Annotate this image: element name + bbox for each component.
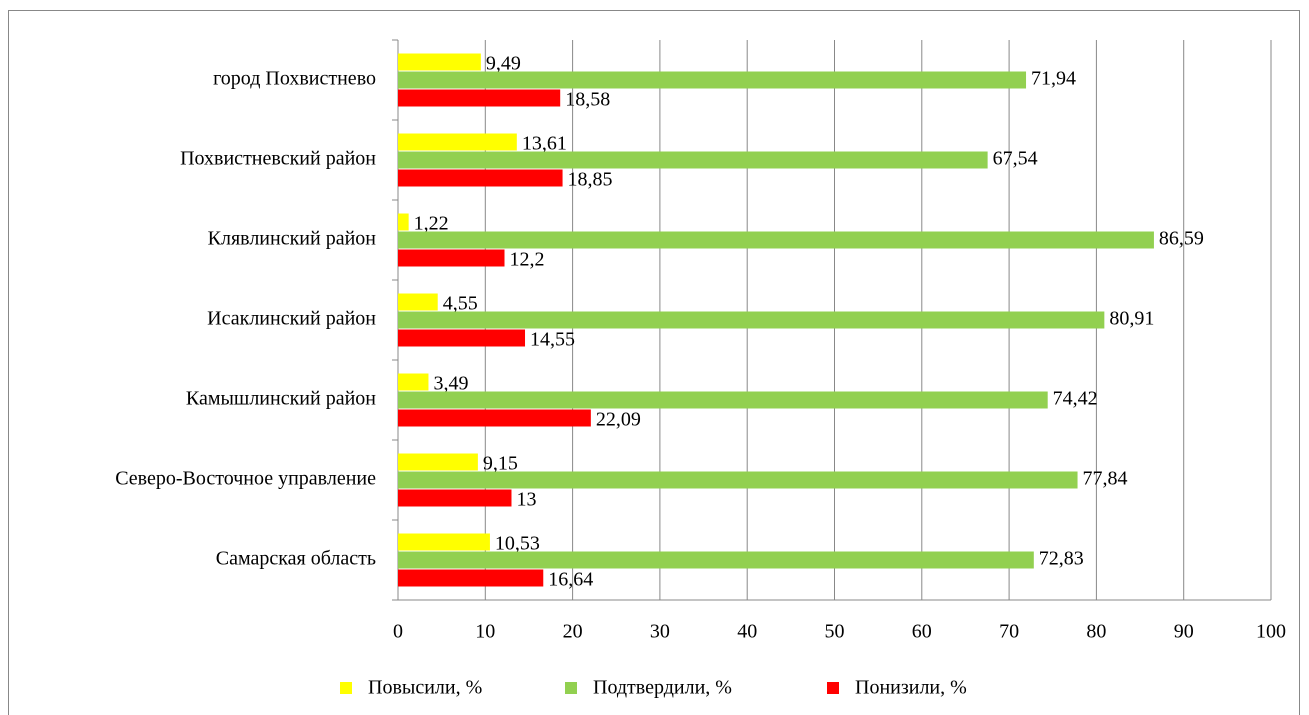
value-label: 71,94 — [1031, 68, 1076, 90]
bar — [398, 169, 563, 187]
value-label: 80,91 — [1109, 308, 1154, 330]
bar — [398, 329, 526, 347]
value-label: 18,85 — [568, 169, 613, 191]
x-tick-label: 80 — [1086, 621, 1106, 643]
value-label: 67,54 — [993, 148, 1038, 170]
y-tick-label: Клявлинский район — [208, 228, 377, 250]
value-label: 16,64 — [548, 569, 593, 591]
bar — [398, 471, 1078, 489]
bar — [398, 569, 544, 587]
x-tick-label: 20 — [563, 621, 583, 643]
x-tick-label: 50 — [825, 621, 845, 643]
y-tick-label: город Похвистнево — [213, 68, 376, 90]
y-tick-label: Самарская область — [216, 548, 376, 570]
legend-swatch — [565, 682, 577, 694]
bar — [398, 391, 1048, 409]
x-tick-label: 90 — [1174, 621, 1194, 643]
bar — [398, 311, 1105, 329]
bar — [398, 533, 490, 551]
bar — [398, 151, 988, 169]
value-label: 18,58 — [565, 89, 610, 111]
value-label: 72,83 — [1039, 548, 1084, 570]
bar — [398, 71, 1027, 89]
x-tick-label: 10 — [475, 621, 495, 643]
legend-swatch — [827, 682, 839, 694]
value-label: 14,55 — [530, 329, 575, 351]
bar — [398, 249, 505, 267]
x-tick-label: 60 — [912, 621, 932, 643]
value-label: 86,59 — [1159, 228, 1204, 250]
value-label: 13 — [516, 489, 536, 511]
bar — [398, 489, 512, 507]
bar — [398, 231, 1154, 249]
legend-swatch — [340, 682, 352, 694]
bar — [398, 373, 429, 391]
value-label: 10,53 — [495, 533, 540, 555]
bar — [398, 551, 1034, 569]
y-tick-label: Камышлинский район — [186, 388, 376, 410]
bar — [398, 409, 591, 427]
x-tick-label: 100 — [1256, 621, 1286, 643]
value-label: 13,61 — [522, 133, 567, 155]
chart-frame — [8, 10, 1300, 715]
value-label: 3,49 — [433, 373, 468, 395]
bar — [398, 453, 478, 471]
x-tick-label: 70 — [999, 621, 1019, 643]
x-tick-label: 40 — [737, 621, 757, 643]
value-label: 77,84 — [1083, 468, 1128, 490]
x-tick-label: 30 — [650, 621, 670, 643]
value-label: 9,49 — [486, 53, 521, 75]
bar — [398, 213, 409, 231]
y-tick-label: Похвистневский район — [180, 148, 376, 170]
y-tick-label: Северо-Восточное управление — [115, 468, 376, 490]
value-label: 1,22 — [414, 213, 449, 235]
value-label: 22,09 — [596, 409, 641, 431]
bar — [398, 53, 481, 71]
legend-label: Подтвердили, % — [593, 677, 732, 699]
value-label: 74,42 — [1053, 388, 1098, 410]
legend-label: Понизили, % — [855, 677, 967, 699]
bar — [398, 89, 561, 107]
legend-label: Повысили, % — [368, 677, 482, 699]
value-label: 12,2 — [510, 249, 545, 271]
x-tick-label: 0 — [393, 621, 403, 643]
value-label: 9,15 — [483, 453, 518, 475]
bar — [398, 293, 438, 311]
y-tick-label: Исаклинский район — [207, 308, 376, 330]
value-label: 4,55 — [443, 293, 478, 315]
bar — [398, 133, 517, 151]
